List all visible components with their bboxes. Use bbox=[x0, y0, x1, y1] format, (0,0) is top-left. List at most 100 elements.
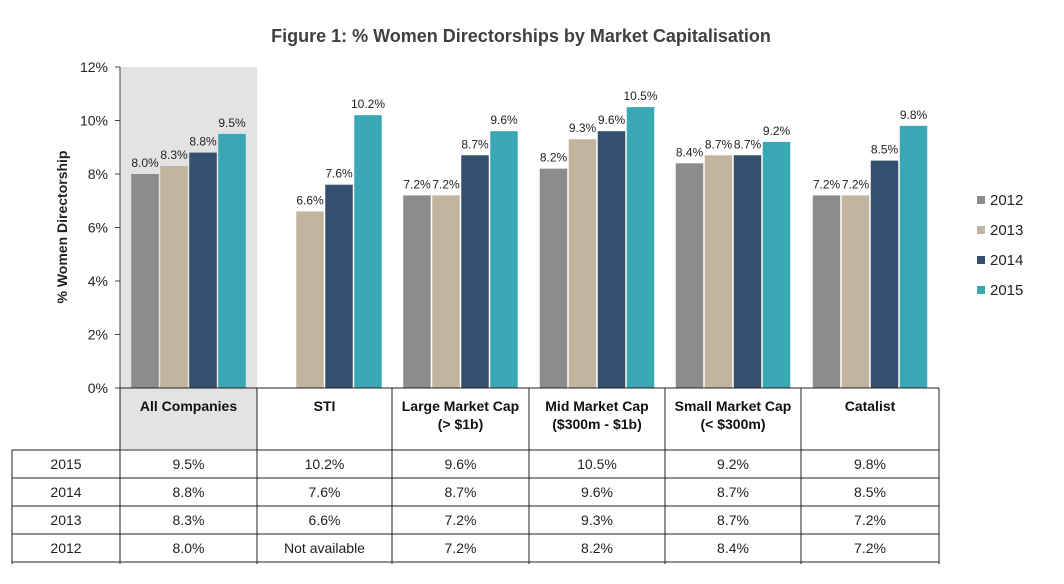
legend: 2012 2013 2014 2015 bbox=[977, 192, 1023, 299]
table-cell: 9.2% bbox=[717, 456, 749, 472]
data-label: 6.6% bbox=[296, 193, 324, 207]
bar-2014 bbox=[189, 152, 217, 388]
table-cell: Not available bbox=[284, 540, 365, 556]
table-cell: 9.6% bbox=[581, 484, 613, 500]
bar-2015 bbox=[490, 131, 518, 388]
table-cell: 7.6% bbox=[309, 484, 341, 500]
data-label: 8.7% bbox=[705, 137, 733, 151]
table-cell: 9.5% bbox=[173, 456, 205, 472]
table-cell: 7.2% bbox=[854, 512, 886, 528]
table-cell: 9.8% bbox=[854, 456, 886, 472]
category-label: Catalist bbox=[845, 398, 896, 414]
table-cell: 8.7% bbox=[445, 484, 477, 500]
bar-2013 bbox=[296, 211, 324, 388]
data-label: 9.6% bbox=[490, 113, 518, 127]
y-tick-label: 12% bbox=[80, 59, 108, 75]
data-label: 9.8% bbox=[900, 108, 928, 122]
bar-2012 bbox=[403, 195, 431, 388]
data-label: 7.2% bbox=[403, 177, 431, 191]
data-label: 7.2% bbox=[842, 177, 870, 191]
data-label: 10.2% bbox=[351, 97, 385, 111]
bar-2012 bbox=[131, 174, 159, 388]
data-table: All Companies STI Large Market Cap (> $1b) M… bbox=[11, 387, 940, 564]
table-cell: 8.5% bbox=[854, 484, 886, 500]
data-label: 10.5% bbox=[623, 89, 657, 103]
table-cell: 7.2% bbox=[445, 512, 477, 528]
table-cell: 9.6% bbox=[445, 456, 477, 472]
legend-swatch bbox=[977, 286, 985, 294]
table-cell: 8.2% bbox=[581, 540, 613, 556]
legend-swatch bbox=[977, 196, 985, 204]
bar-2014 bbox=[461, 155, 489, 388]
data-label: 8.2% bbox=[540, 151, 568, 165]
table-cell: 9.3% bbox=[581, 512, 613, 528]
table-cell: 8.7% bbox=[717, 484, 749, 500]
bar-2012 bbox=[812, 195, 841, 388]
bar-2013 bbox=[704, 155, 733, 388]
table-year-label: 2012 bbox=[50, 540, 81, 556]
table-year-label: 2015 bbox=[50, 456, 81, 472]
legend-label: 2014 bbox=[990, 252, 1023, 269]
data-label: 7.2% bbox=[432, 177, 460, 191]
bar-2014 bbox=[325, 184, 353, 388]
data-label: 9.3% bbox=[569, 121, 597, 135]
data-label: 8.4% bbox=[676, 145, 704, 159]
bar-2014 bbox=[733, 155, 762, 388]
axis-layer: 0% 2% 4% 6% 8% 10% 12% bbox=[80, 59, 121, 396]
data-label: 8.3% bbox=[160, 148, 188, 162]
y-tick-label: 8% bbox=[88, 166, 108, 182]
table-cell: 8.8% bbox=[173, 484, 205, 500]
data-labels-layer: 8.0%8.3%8.8%9.5%6.6%7.6%10.2%7.2% 7.2%8.7… bbox=[131, 89, 927, 207]
category-label: (> $1b) bbox=[438, 416, 484, 432]
bars-layer bbox=[131, 107, 928, 389]
category-label: STI bbox=[314, 398, 336, 414]
y-tick-label: 6% bbox=[88, 220, 108, 236]
data-label: 7.6% bbox=[325, 167, 353, 181]
legend-label: 2015 bbox=[990, 282, 1023, 299]
table-cell: 8.4% bbox=[717, 540, 749, 556]
bar-2013 bbox=[568, 139, 597, 388]
category-label: All Companies bbox=[140, 398, 237, 414]
table-year-label: 2013 bbox=[50, 512, 81, 528]
category-label: (< $300m) bbox=[701, 416, 766, 432]
table-year-label: 2014 bbox=[50, 484, 81, 500]
bar-2015 bbox=[762, 141, 791, 388]
table-cell: 7.2% bbox=[445, 540, 477, 556]
bar-2014 bbox=[597, 131, 626, 388]
table-cell: 8.0% bbox=[173, 540, 205, 556]
y-axis-label: % Women Directorship bbox=[54, 151, 70, 304]
bar-2015 bbox=[626, 107, 655, 388]
bar-2015 bbox=[354, 115, 382, 389]
bar-2013 bbox=[160, 165, 188, 388]
table-cell: 10.2% bbox=[305, 456, 345, 472]
bar-2015 bbox=[899, 125, 928, 388]
data-label: 7.2% bbox=[813, 177, 841, 191]
bar-2015 bbox=[218, 133, 246, 388]
category-label: ($300m - $1b) bbox=[552, 416, 641, 432]
table-cell: 10.5% bbox=[577, 456, 617, 472]
table-cell: 6.6% bbox=[309, 512, 341, 528]
data-label: 9.2% bbox=[763, 124, 791, 138]
table-cell: 8.7% bbox=[717, 512, 749, 528]
category-label: Small Market Cap bbox=[675, 398, 792, 414]
data-label: 9.5% bbox=[218, 116, 246, 130]
y-tick-label: 2% bbox=[88, 327, 108, 343]
data-label: 8.8% bbox=[189, 135, 217, 149]
y-tick-label: 0% bbox=[88, 380, 108, 396]
bar-2014 bbox=[870, 160, 899, 388]
bar-2013 bbox=[432, 195, 460, 388]
category-label: Mid Market Cap bbox=[545, 398, 648, 414]
data-label: 8.7% bbox=[461, 137, 489, 151]
data-label: 8.5% bbox=[871, 143, 899, 157]
y-tick-label: 4% bbox=[88, 273, 108, 289]
table-cell: 7.2% bbox=[854, 540, 886, 556]
data-label: 8.0% bbox=[131, 156, 159, 170]
legend-swatch bbox=[977, 256, 985, 264]
bar-2012 bbox=[539, 168, 568, 388]
data-label: 9.6% bbox=[598, 113, 626, 127]
legend-label: 2012 bbox=[990, 192, 1023, 209]
y-tick-label: 10% bbox=[80, 113, 108, 129]
chart-title: Figure 1: % Women Directorships by Marke… bbox=[271, 26, 771, 46]
table-cell: 8.3% bbox=[173, 512, 205, 528]
